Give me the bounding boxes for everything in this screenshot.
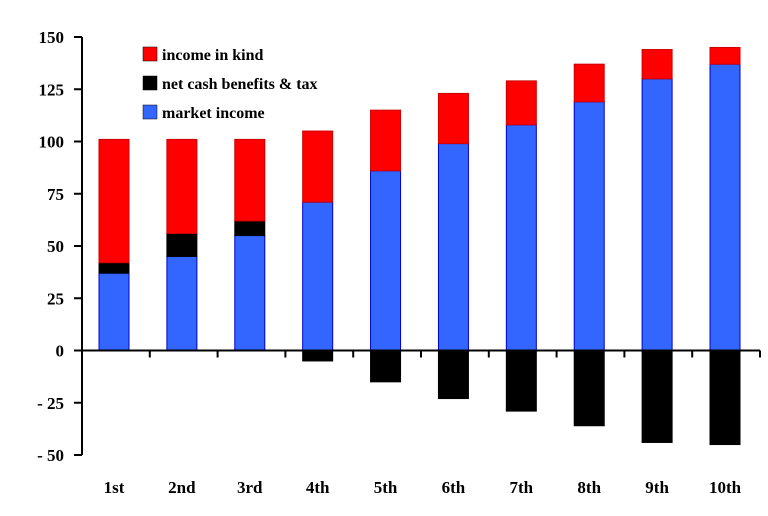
bar-market-income-5th [370,170,402,351]
bar-net-cash-benefits-tax-2nd [166,232,198,257]
y-tick-label: 25 [47,289,64,308]
x-tick-label-7th: 7th [510,478,534,497]
y-tick-label: - 25 [37,394,64,413]
legend-label-2: market income [162,105,265,122]
bar-net-cash-benefits-tax-9th [641,350,673,443]
bar-net-cash-benefits-tax-7th [505,350,537,412]
bar-income-in-kind-6th [437,92,469,145]
legend-swatch-0 [142,46,158,62]
bar-income-in-kind-2nd [166,138,198,234]
y-tick-label: 0 [56,342,65,361]
bar-market-income-10th [709,63,741,351]
x-tick-label-4th: 4th [306,478,330,497]
x-tick-label-3rd: 3rd [237,478,263,497]
y-tick-label: 50 [47,237,64,256]
bar-market-income-2nd [166,255,198,352]
bars-layer [98,46,741,446]
bar-net-cash-benefits-tax-3rd [234,220,266,237]
bar-income-in-kind-7th [505,80,537,126]
bar-income-in-kind-3rd [234,138,266,222]
x-tick-label-1st: 1st [104,478,125,497]
legend: income in kind net cash benefits & tax mar… [142,46,318,122]
x-tick-label-9th: 9th [645,478,669,497]
bar-market-income-3rd [234,235,266,351]
bar-market-income-7th [505,124,537,351]
y-tick-label: 125 [39,80,65,99]
bar-net-cash-benefits-tax-5th [370,350,402,383]
bar-market-income-1st [98,272,130,352]
bar-net-cash-benefits-tax-10th [709,350,741,446]
bar-net-cash-benefits-tax-4th [302,350,334,362]
bar-market-income-8th [573,101,605,352]
bar-net-cash-benefits-tax-1st [98,262,130,274]
x-tick-label-8th: 8th [577,478,601,497]
x-tick-label-5th: 5th [374,478,398,497]
bar-income-in-kind-1st [98,138,130,264]
legend-swatch-2 [142,104,158,120]
zero-line-layer [81,349,761,358]
legend-label-1: net cash benefits & tax [162,76,318,93]
bar-market-income-4th [302,201,334,351]
y-tick-label: 150 [39,28,65,47]
legend-label-0: income in kind [162,47,263,64]
bar-net-cash-benefits-tax-6th [437,350,469,400]
bar-income-in-kind-8th [573,63,605,103]
x-tick-label-6th: 6th [442,478,466,497]
y-tick-label: 100 [39,133,65,152]
y-tick-label: - 50 [37,446,64,465]
bar-net-cash-benefits-tax-8th [573,350,605,427]
x-tick-label-2nd: 2nd [168,478,196,497]
bar-market-income-9th [641,78,673,352]
bar-income-in-kind-5th [370,109,402,172]
bar-income-in-kind-9th [641,49,673,80]
x-tick-label-10th: 10th [709,478,742,497]
legend-swatch-1 [142,75,158,91]
bar-market-income-6th [437,143,469,351]
bar-income-in-kind-10th [709,46,741,65]
y-tick-label: 75 [47,185,64,204]
axes-layer: 150 125 100 75 50 25 0 - 25 - 50 1st 2nd 3rd 4th 5th 6… [37,28,742,497]
bar-income-in-kind-4th [302,130,334,203]
